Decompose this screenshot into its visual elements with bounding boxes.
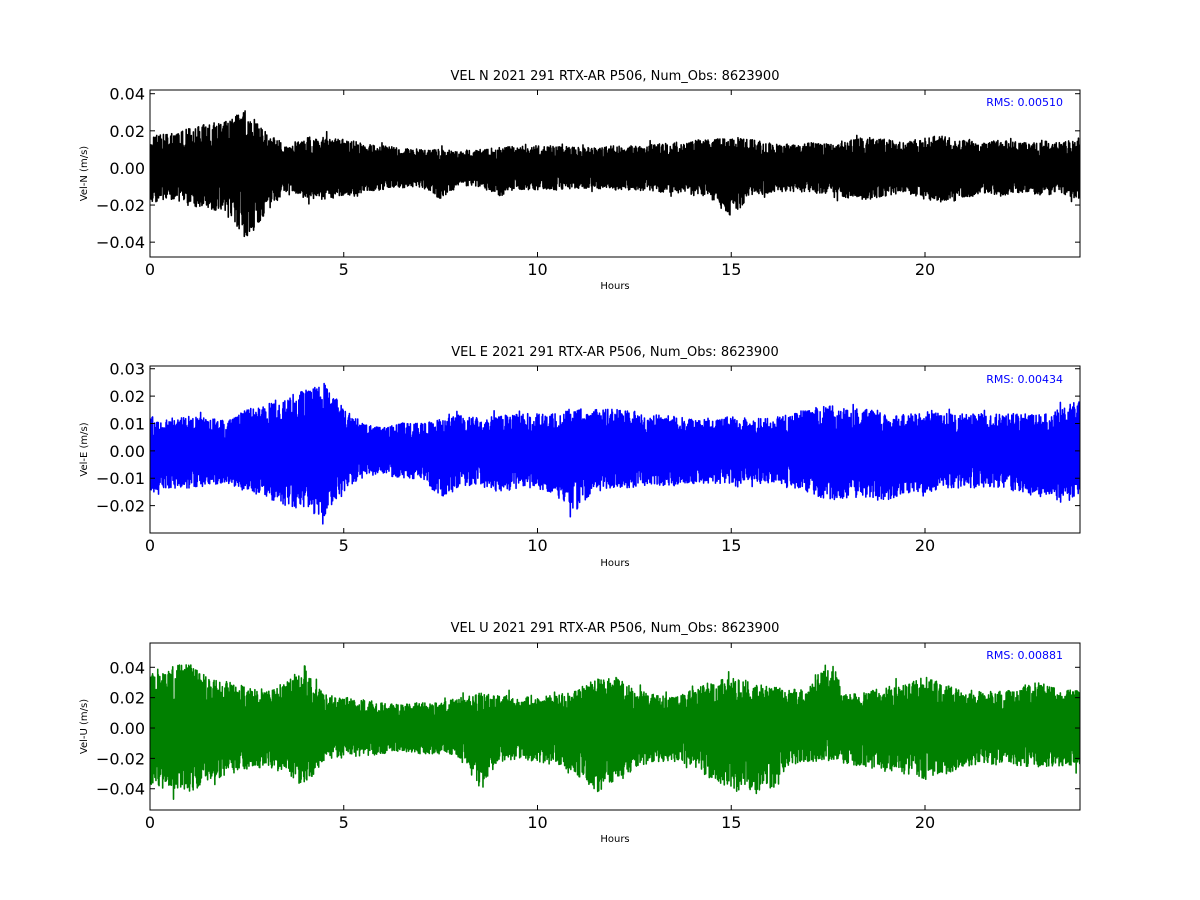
y-tick-label: 0.03 [109,360,145,379]
subplot-vel-n: VEL N 2021 291 RTX-AR P506, Num_Obs: 862… [79,69,1081,292]
y-tick-label: −0.04 [96,233,145,252]
y-tick-label: 0.02 [109,122,145,141]
y-tick-label: −0.02 [96,196,145,215]
x-axis-ticks: 0 5 10 15 20 [145,643,935,832]
plot-area [150,382,1080,525]
series-line [150,110,1080,238]
y-axis-ticks: 0.03 0.02 0.01 0.00 −0.01 −0.02 [96,360,1080,516]
y-axis-label: Vel-U (m/s) [79,699,90,754]
y-axis-ticks: 0.04 0.02 0.00 −0.02 −0.04 [96,85,1080,252]
y-axis-ticks: 0.04 0.02 0.00 −0.02 −0.04 [96,658,1080,799]
y-tick-label: 0.02 [109,689,145,708]
y-tick-label: 0.04 [109,658,145,677]
y-tick-label: 0.00 [109,442,145,461]
x-axis-label: Hours [600,834,629,845]
x-tick-label: 20 [915,260,935,279]
y-axis-label: Vel-E (m/s) [79,422,90,476]
y-tick-label: −0.01 [96,469,145,488]
subplot-title: VEL U 2021 291 RTX-AR P506, Num_Obs: 862… [451,621,780,636]
subplot-title: VEL E 2021 291 RTX-AR P506, Num_Obs: 862… [451,345,778,360]
x-tick-label: 15 [721,260,741,279]
y-tick-label: 0.01 [109,414,145,433]
x-axis-ticks: 0 5 10 15 20 [145,90,935,279]
series-line [150,664,1080,800]
x-tick-label: 15 [721,536,741,555]
subplot-vel-u: VEL U 2021 291 RTX-AR P506, Num_Obs: 862… [79,621,1081,845]
axes-frame [149,365,1081,534]
rms-annotation: RMS: 0.00881 [986,649,1063,662]
x-tick-label: 10 [527,260,547,279]
x-tick-label: 5 [339,536,349,555]
x-axis-label: Hours [600,558,629,569]
x-tick-label: 15 [721,813,741,832]
plot-area [150,664,1080,800]
rms-annotation: RMS: 0.00434 [986,373,1063,386]
rms-annotation: RMS: 0.00510 [986,96,1063,109]
y-tick-label: −0.02 [96,497,145,516]
x-tick-label: 5 [339,813,349,832]
y-tick-label: −0.04 [96,780,145,799]
subplot-title: VEL N 2021 291 RTX-AR P506, Num_Obs: 862… [451,69,780,84]
axes-frame [149,89,1081,258]
x-tick-label: 0 [145,536,155,555]
y-tick-label: 0.00 [109,719,145,738]
y-tick-label: −0.02 [96,749,145,768]
x-tick-label: 20 [915,813,935,832]
y-axis-label: Vel-N (m/s) [79,146,90,201]
plot-area [150,110,1080,238]
y-tick-label: 0.00 [109,159,145,178]
y-tick-label: 0.04 [109,85,145,104]
y-tick-label: 0.02 [109,387,145,406]
subplot-vel-e: VEL E 2021 291 RTX-AR P506, Num_Obs: 862… [79,345,1081,569]
x-tick-label: 10 [527,813,547,832]
x-tick-label: 20 [915,536,935,555]
axes-frame [149,642,1081,811]
x-tick-label: 0 [145,260,155,279]
x-tick-label: 0 [145,813,155,832]
x-tick-label: 10 [527,536,547,555]
x-axis-label: Hours [600,281,629,292]
x-axis-ticks: 0 5 10 15 20 [145,366,935,555]
x-tick-label: 5 [339,260,349,279]
series-line [150,382,1080,525]
